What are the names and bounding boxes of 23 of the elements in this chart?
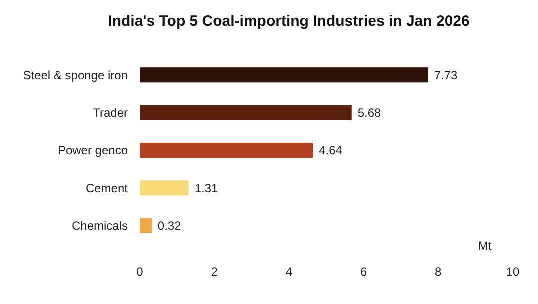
y-tick-label: Trader [93,106,128,120]
chart-title: India's Top 5 Coal-importing Industries in Jan 2026 [108,13,470,30]
x-tick-label: 4 [286,265,293,279]
data-label: 1.31 [194,181,219,196]
y-tick-label: Steel & sponge iron [23,68,128,82]
y-tick-label: Power genco [58,144,128,158]
data-label: 0.32 [158,219,182,234]
x-tick-label: 6 [360,265,368,279]
data-label: 7.73 [434,68,458,82]
data-label: 5.68 [358,106,382,120]
bar [140,180,189,196]
bar [140,142,314,158]
data-label: 4.64 [319,144,343,158]
x-tick-label: 8 [435,265,442,279]
x-tick-label: 0 [136,265,144,279]
bar [140,218,152,234]
y-tick-label: Cement [86,181,129,196]
x-tick-label: 10 [506,265,520,279]
x-tick-label: 2 [211,265,218,279]
bar [140,68,428,83]
bar [140,105,352,120]
x-axis-title: Mt [478,239,492,253]
y-tick-label: Chemicals [72,219,128,234]
